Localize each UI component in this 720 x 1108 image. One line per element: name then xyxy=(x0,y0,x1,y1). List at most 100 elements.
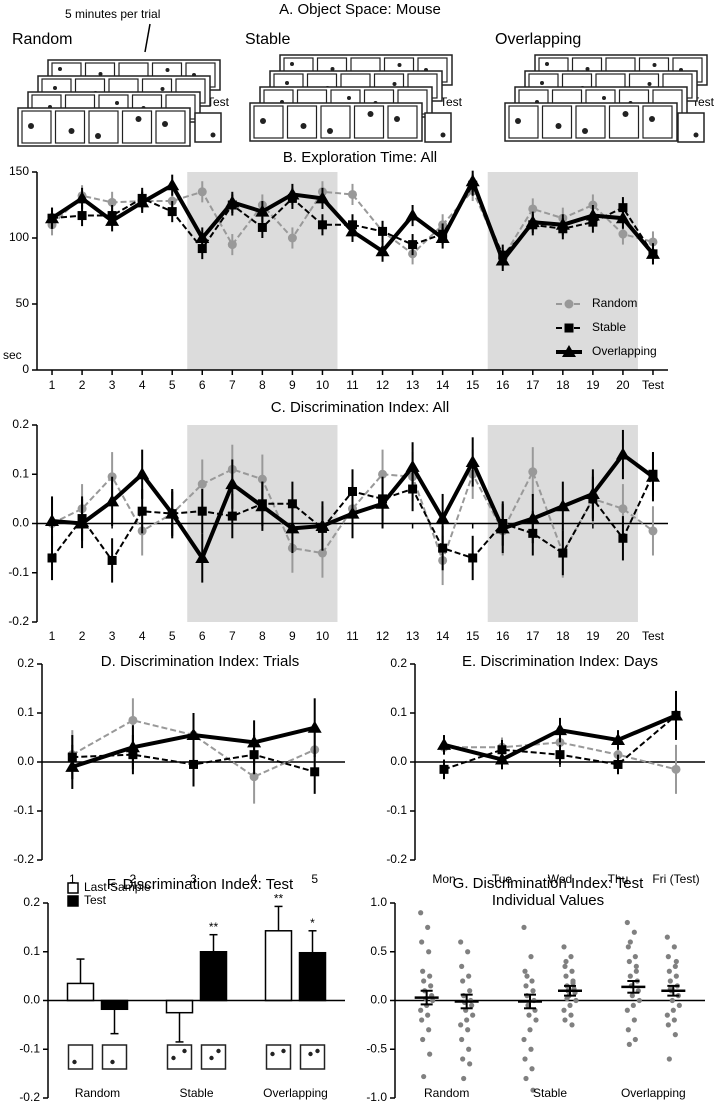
legend-label: Overlapping xyxy=(592,344,657,358)
point xyxy=(530,988,536,994)
point xyxy=(558,548,568,558)
point xyxy=(630,1002,636,1008)
y-tick-label: 0.1 xyxy=(17,705,34,719)
point xyxy=(426,949,432,955)
point xyxy=(468,553,478,563)
x-tick-label: 15 xyxy=(466,629,480,643)
chart-title: B. Exploration Time: All xyxy=(283,149,437,166)
point xyxy=(419,1017,425,1023)
point xyxy=(669,708,683,721)
point xyxy=(529,978,535,984)
test-arena-icon xyxy=(101,1044,128,1070)
point xyxy=(249,772,259,782)
arena xyxy=(320,105,351,139)
x-tick-label: 5 xyxy=(169,378,176,392)
group-label: Overlapping xyxy=(495,31,581,48)
point xyxy=(570,980,576,986)
legend-label: Stable xyxy=(592,320,626,334)
point xyxy=(438,543,448,553)
point xyxy=(461,1075,467,1082)
point xyxy=(465,949,471,955)
point xyxy=(189,759,198,769)
point xyxy=(77,211,87,221)
point xyxy=(470,1012,476,1018)
x-tick-label: 5 xyxy=(169,629,176,643)
point xyxy=(525,215,540,228)
point xyxy=(427,1051,433,1057)
y-tick-label: 0.0 xyxy=(370,993,387,1007)
object xyxy=(397,63,402,67)
point xyxy=(631,1017,637,1023)
x-tick-label: Mon xyxy=(432,872,455,886)
x-tick-label: 1 xyxy=(69,872,76,886)
point xyxy=(522,1056,528,1062)
x-tick-label: 13 xyxy=(406,629,420,643)
point xyxy=(466,1046,472,1052)
y-tick-label: 0.2 xyxy=(12,417,29,431)
test-arena-icon xyxy=(265,1044,292,1070)
object xyxy=(622,111,629,117)
point xyxy=(465,1027,471,1033)
point xyxy=(533,1017,539,1023)
x-tick-label: 4 xyxy=(139,378,146,392)
point xyxy=(378,469,388,479)
series-line xyxy=(51,468,654,564)
x-tick-label: 1 xyxy=(49,629,56,643)
point xyxy=(626,1041,632,1047)
point xyxy=(307,720,322,733)
test-arena-icon xyxy=(200,1044,227,1070)
panel-a-title: A. Object Space: Mouse xyxy=(279,1,441,18)
point xyxy=(665,954,671,960)
point xyxy=(521,924,527,930)
bar xyxy=(264,930,293,1002)
y-tick-label: 1.0 xyxy=(370,895,387,909)
test-label: Test xyxy=(207,95,230,109)
point xyxy=(564,299,574,309)
point xyxy=(425,924,431,930)
point xyxy=(666,968,672,974)
y-tick-label: 0 xyxy=(22,362,29,376)
y-tick-label: -0.2 xyxy=(19,1090,40,1104)
point xyxy=(569,968,575,974)
y-tick-label: 0.0 xyxy=(12,516,29,530)
point xyxy=(45,211,60,224)
object xyxy=(290,62,294,66)
point xyxy=(562,963,568,969)
chart-subtitle: Individual Values xyxy=(492,892,604,909)
x-tick-label: 7 xyxy=(229,378,236,392)
point xyxy=(419,939,425,945)
y-tick-label: 0.0 xyxy=(17,754,34,768)
x-tick-label: Overlapping xyxy=(621,1086,686,1100)
object xyxy=(392,82,397,86)
point xyxy=(466,973,472,979)
x-tick-label: 10 xyxy=(316,378,330,392)
object xyxy=(98,72,103,76)
x-tick-label: 6 xyxy=(199,378,206,392)
object xyxy=(327,128,333,134)
point xyxy=(569,1022,575,1028)
point xyxy=(257,222,267,232)
y-tick-label: -0.2 xyxy=(13,852,34,866)
chart-title: E. Discrimination Index: Days xyxy=(462,653,658,670)
arena xyxy=(121,110,153,144)
x-tick-label: Stable xyxy=(533,1086,567,1100)
point xyxy=(615,211,630,224)
point xyxy=(197,187,207,197)
object xyxy=(649,116,655,122)
point xyxy=(225,477,240,490)
series-line xyxy=(444,741,677,771)
x-tick-label: 8 xyxy=(259,629,266,643)
point xyxy=(469,1002,475,1008)
point xyxy=(568,1012,574,1018)
object xyxy=(53,86,57,90)
object xyxy=(72,1059,77,1065)
y-tick-label: 0.5 xyxy=(370,944,387,958)
x-tick-label: 20 xyxy=(616,378,630,392)
point xyxy=(568,954,574,960)
shaded-block xyxy=(487,172,638,370)
x-tick-label: 12 xyxy=(376,629,390,643)
y-tick-label: -0.5 xyxy=(366,1041,387,1055)
x-tick-label: 20 xyxy=(616,629,630,643)
object xyxy=(58,67,62,71)
object xyxy=(68,128,75,134)
